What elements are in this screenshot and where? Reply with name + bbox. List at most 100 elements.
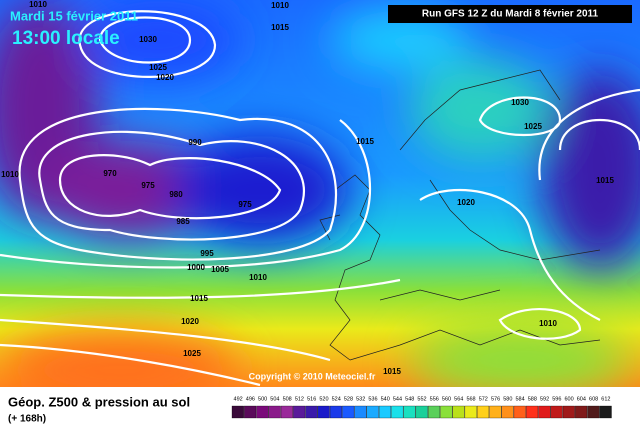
scale-label: 528 (344, 396, 353, 402)
isobar-label: 1025 (183, 349, 201, 358)
scale-label: 536 (368, 396, 377, 402)
scale-swatch (391, 405, 404, 419)
scale-label: 604 (577, 396, 586, 402)
footer-lead: (+ 168h) (8, 414, 46, 425)
isobar-label: 1020 (181, 317, 199, 326)
scale-swatch (562, 405, 575, 419)
scale-label: 576 (491, 396, 500, 402)
isobar-label: 980 (169, 190, 183, 199)
scale-label: 520 (319, 396, 328, 402)
isobar-label: 1010 (271, 1, 289, 10)
scale-label: 612 (601, 396, 610, 402)
scale-label: 580 (503, 396, 512, 402)
scale-label: 540 (381, 396, 390, 402)
copyright: Copyright © 2010 Meteociel.fr (249, 371, 376, 381)
scale-swatch (550, 405, 563, 419)
scale-swatch (538, 405, 551, 419)
scale-swatch (378, 405, 392, 419)
date: Mardi 15 février 2011 (10, 8, 138, 23)
map-background (0, 0, 640, 410)
isobar-label: 1010 (539, 319, 557, 328)
scale-label: 512 (295, 396, 304, 402)
isobar-label: 1020 (156, 73, 174, 82)
scale-swatch (427, 405, 441, 419)
scale-swatch (305, 405, 318, 419)
scale-swatch (366, 405, 379, 419)
scale-swatch (403, 405, 416, 419)
scale-swatch (342, 405, 355, 419)
scale-label: 532 (356, 396, 365, 402)
scale-swatch (354, 405, 367, 419)
scale-label: 596 (552, 396, 561, 402)
scale-swatch (575, 405, 588, 419)
isobar-label: 1005 (211, 265, 229, 274)
scale-label: 552 (417, 396, 426, 402)
isobar-label: 975 (238, 200, 252, 209)
isobar-label: 1015 (271, 23, 289, 32)
scale-label: 568 (466, 396, 475, 402)
scale-swatch (317, 405, 330, 419)
isobar-label: 970 (103, 169, 117, 178)
scale-label: 600 (565, 396, 574, 402)
isobars (0, 10, 640, 387)
scale-swatch (293, 405, 306, 419)
scale-label: 592 (540, 396, 549, 402)
scale-swatch (244, 405, 257, 419)
isobar-label: 1030 (139, 35, 157, 44)
isobar-label: 1030 (511, 98, 529, 107)
isobar-label: 1015 (356, 137, 374, 146)
scale-label: 572 (479, 396, 488, 402)
isobar-label: 975 (141, 181, 155, 190)
isobar-label: 1010 (29, 0, 47, 9)
scale-label: 560 (442, 396, 451, 402)
scale-label: 504 (270, 396, 279, 402)
coastlines (319, 69, 601, 361)
scale-label: 564 (454, 396, 463, 402)
scale-label: 516 (307, 396, 316, 402)
run: Run GFS 12 Z du Mardi 8 février 2011 (422, 9, 599, 20)
scale-label: 508 (283, 396, 292, 402)
scale-swatch (599, 405, 612, 419)
time: 13:00 locale (12, 28, 120, 49)
isobar-label: 985 (176, 217, 190, 226)
scale-swatch (415, 405, 428, 419)
scale-swatch (280, 405, 293, 419)
scale-swatch (587, 405, 600, 419)
scale-label: 500 (258, 396, 267, 402)
scale-label: 608 (589, 396, 598, 402)
isobar-label: 1015 (383, 367, 401, 376)
scale-swatch (440, 405, 453, 419)
scale-label: 548 (405, 396, 414, 402)
isobar-label: 1025 (149, 63, 167, 72)
color-scale: 492 496 500 504 508 512 516 520 524 528 532 536 540 5… (231, 396, 612, 419)
scale-swatch (231, 405, 244, 419)
scale-swatch (513, 405, 526, 419)
scale-swatch (329, 405, 342, 419)
isobar-label: 1025 (524, 122, 542, 131)
isobar-label: 995 (200, 249, 214, 258)
scale-label: 544 (393, 396, 402, 402)
isobar-label: 1010 (1, 170, 19, 179)
isobar-label: 1015 (596, 176, 614, 185)
scale-label: 496 (246, 396, 255, 402)
isobar-label: 990 (188, 138, 202, 147)
scale-swatch (526, 405, 539, 419)
isobar-label: 1015 (190, 294, 208, 303)
isobar-label: 1020 (457, 198, 475, 207)
scale-swatch (477, 405, 490, 419)
scale-label: 492 (234, 396, 243, 402)
scale-swatch (464, 405, 477, 419)
scale-swatch (268, 405, 281, 419)
isobar-label: 1000 (187, 263, 205, 272)
header: Mardi 15 février 2011 13:00 locale Run G… (10, 5, 632, 49)
scale-swatch (256, 405, 269, 419)
scale-swatch (501, 405, 514, 419)
isobar-label: 1010 (249, 273, 267, 282)
scale-label: 588 (528, 396, 537, 402)
scale-label: 524 (332, 396, 341, 402)
footer-title: Géop. Z500 & pression au sol (8, 394, 190, 409)
scale-swatch (452, 405, 465, 419)
